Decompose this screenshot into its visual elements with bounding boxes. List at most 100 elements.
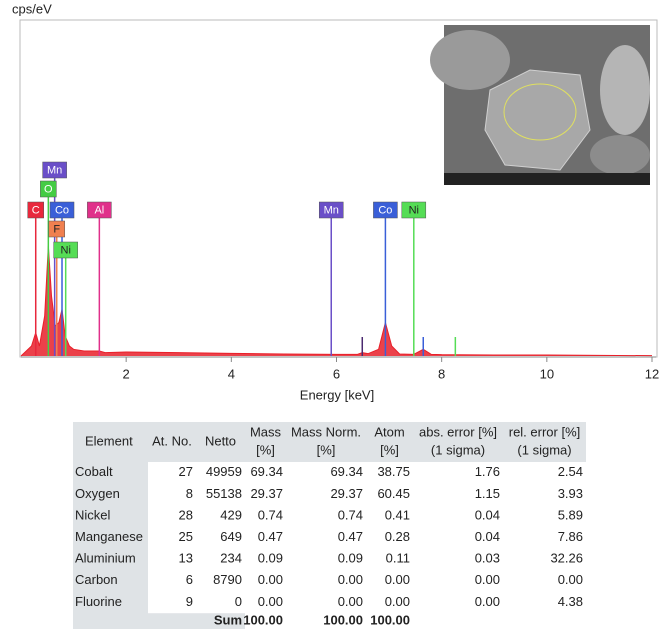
table-cell: 7.86 bbox=[558, 529, 583, 544]
table-sum-label: Sum bbox=[214, 613, 242, 628]
element-label: Ni bbox=[61, 244, 71, 256]
table-cell: 0.00 bbox=[338, 594, 363, 609]
table-cell: 0.28 bbox=[385, 529, 410, 544]
table-cell: 29.37 bbox=[250, 486, 283, 501]
table-row-header: Fluorine bbox=[75, 594, 122, 609]
x-tick-label: 10 bbox=[540, 366, 554, 381]
table-header: [%] bbox=[380, 442, 399, 457]
table-cell: 0.00 bbox=[385, 572, 410, 587]
table-cell: 0.00 bbox=[338, 572, 363, 587]
table-row-header: Carbon bbox=[75, 572, 118, 587]
table-cell: 9 bbox=[186, 594, 193, 609]
table-cell: 8790 bbox=[213, 572, 242, 587]
element-label: O bbox=[44, 183, 53, 195]
table-row-header: Nickel bbox=[75, 507, 111, 522]
table-cell: 0.03 bbox=[475, 551, 500, 566]
table-header: Mass bbox=[250, 424, 282, 439]
table: Element At. No. Netto Mass [%] Mass Norm. [%] A… bbox=[73, 422, 586, 629]
x-tick-label: 12 bbox=[645, 366, 659, 381]
table-header: Netto bbox=[205, 433, 236, 448]
x-axis-label: Energy [keV] bbox=[300, 387, 374, 402]
element-label: Co bbox=[55, 204, 69, 216]
table-cell: 0.00 bbox=[558, 572, 583, 587]
element-label: Mn bbox=[324, 204, 339, 216]
sem-particle bbox=[590, 135, 650, 175]
table-header: abs. error [%] bbox=[419, 424, 497, 439]
table-cell: 0 bbox=[235, 594, 242, 609]
element-label-box bbox=[40, 180, 57, 198]
element-label: C bbox=[32, 204, 40, 216]
sem-particle bbox=[600, 45, 650, 135]
table-header: Mass Norm. bbox=[291, 424, 361, 439]
table-cell: 0.00 bbox=[258, 572, 283, 587]
table-sum-value: 100.00 bbox=[243, 613, 283, 628]
table-cell: 60.45 bbox=[377, 486, 410, 501]
element-label-box bbox=[401, 201, 427, 219]
table-header-bg bbox=[73, 422, 586, 462]
element-label: Co bbox=[378, 204, 392, 216]
sem-particle bbox=[430, 30, 510, 90]
x-tick-label: 6 bbox=[333, 366, 340, 381]
table-cell: 8 bbox=[186, 486, 193, 501]
table-header: Element bbox=[85, 433, 133, 448]
table-cell: 0.41 bbox=[385, 507, 410, 522]
table-row-header: Oxygen bbox=[75, 486, 120, 501]
y-axis-label: cps/eV bbox=[12, 1, 52, 16]
table-cell: 25 bbox=[179, 529, 193, 544]
table-row-header: Aluminium bbox=[75, 551, 136, 566]
table-cell: 27 bbox=[179, 464, 193, 479]
table-cell: 0.09 bbox=[258, 551, 283, 566]
table-header: Atom bbox=[374, 424, 404, 439]
table-header: At. No. bbox=[152, 433, 192, 448]
x-tick-label: 8 bbox=[438, 366, 445, 381]
table-cell: 0.00 bbox=[475, 572, 500, 587]
spectrum-line bbox=[20, 245, 653, 357]
table-cell: 28 bbox=[179, 507, 193, 522]
table-cell: 429 bbox=[220, 507, 242, 522]
table-sum-value: 100.00 bbox=[370, 613, 410, 628]
table-first-column-bg bbox=[73, 462, 148, 629]
element-label: Al bbox=[94, 204, 104, 216]
table-cell: 6 bbox=[186, 572, 193, 587]
table-header: rel. error [%] bbox=[509, 424, 581, 439]
table-cell: 69.34 bbox=[250, 464, 283, 479]
table-header: (1 sigma) bbox=[431, 442, 485, 457]
element-label-box bbox=[49, 201, 75, 219]
x-tick-label: 4 bbox=[228, 366, 235, 381]
table-cell: 0.47 bbox=[338, 529, 363, 544]
table-cell: 649 bbox=[220, 529, 242, 544]
table-cell: 49959 bbox=[206, 464, 242, 479]
sem-info-bar bbox=[444, 173, 650, 185]
table-cell: 234 bbox=[220, 551, 242, 566]
table-header: [%] bbox=[317, 442, 336, 457]
sem-selection bbox=[503, 83, 577, 141]
table-cell: 0.47 bbox=[258, 529, 283, 544]
element-label: Mn bbox=[47, 164, 62, 176]
table-cell: 38.75 bbox=[377, 464, 410, 479]
table-cell: 0.04 bbox=[475, 507, 500, 522]
table-cell: 0.04 bbox=[475, 529, 500, 544]
table-cell: 1.76 bbox=[475, 464, 500, 479]
sem-image bbox=[430, 25, 650, 185]
table-cell: 32.26 bbox=[550, 551, 583, 566]
table-cell: 0.74 bbox=[338, 507, 363, 522]
table-sum-value: 100.00 bbox=[323, 613, 363, 628]
table-cell: 0.00 bbox=[385, 594, 410, 609]
element-label-box bbox=[27, 201, 44, 219]
table-header: (1 sigma) bbox=[517, 442, 571, 457]
table-cell: 3.93 bbox=[558, 486, 583, 501]
table-cell: 69.34 bbox=[330, 464, 363, 479]
element-label-box bbox=[53, 241, 78, 259]
element-label: F bbox=[53, 223, 60, 235]
x-tick-label: 2 bbox=[123, 366, 130, 381]
table-cell: 0.00 bbox=[475, 594, 500, 609]
table-cell: 13 bbox=[179, 551, 193, 566]
table-row-header: Cobalt bbox=[75, 464, 113, 479]
table-cell: 4.38 bbox=[558, 594, 583, 609]
element-label-box bbox=[373, 201, 398, 219]
table-sum-bg bbox=[73, 613, 245, 629]
element-label: Ni bbox=[409, 204, 419, 216]
table-header: [%] bbox=[256, 442, 275, 457]
table-cell: 0.74 bbox=[258, 507, 283, 522]
